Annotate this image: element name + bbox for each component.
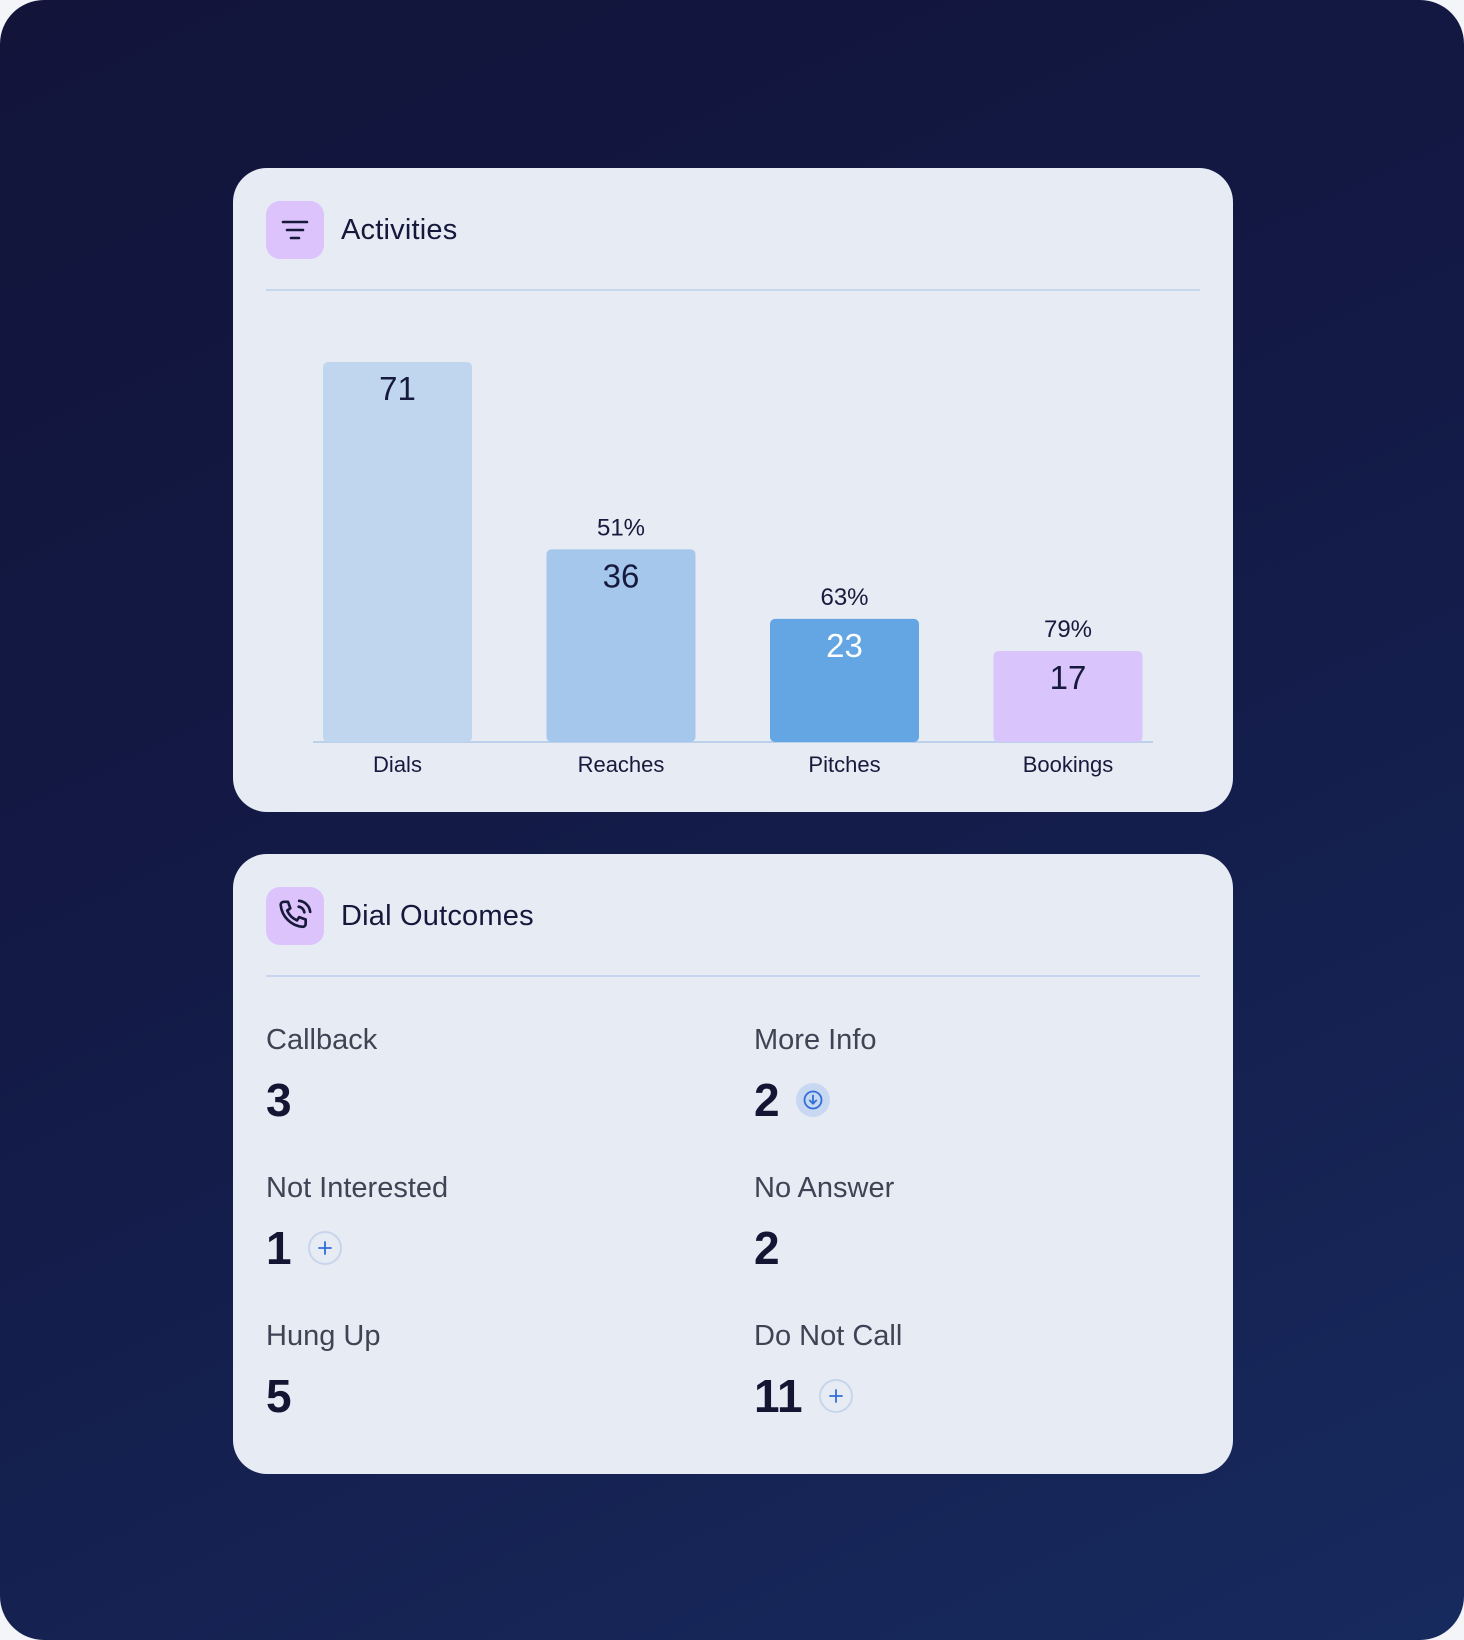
category-label-dials: Dials: [373, 752, 422, 777]
category-label-reaches: Reaches: [578, 752, 665, 777]
activities-header: Activities: [266, 201, 1200, 259]
outcome-label: Do Not Call: [754, 1320, 903, 1352]
bar-conversion-bookings: 79%: [1044, 616, 1092, 643]
bar-reaches: [546, 549, 696, 742]
filter-lines-icon: [266, 201, 324, 259]
outcome-value: 2: [754, 1222, 780, 1274]
arrow-down-circle-icon[interactable]: [795, 1083, 830, 1117]
outcomes-divider: [266, 975, 1200, 977]
activities-card: Activities 71 Dials 36 51% Reaches 23 63% Pitch…: [233, 168, 1233, 812]
dial-outcomes-card: Dial Outcomes Callback 3 More Info 2: [233, 854, 1233, 1474]
outcomes-header: Dial Outcomes: [266, 887, 1200, 945]
outcome-more-info: More Info 2: [754, 1024, 1194, 1134]
activities-title: Activities: [341, 213, 458, 246]
outcome-label: Hung Up: [266, 1320, 381, 1352]
category-label-pitches: Pitches: [808, 752, 880, 777]
outcome-label: No Answer: [754, 1172, 895, 1204]
activities-bar-chart: 71 Dials 36 51% Reaches 23 63% Pitches 17 79% Book…: [313, 362, 1153, 777]
outcome-value: 3: [266, 1074, 292, 1126]
outcome-label: Not Interested: [266, 1172, 449, 1204]
plus-icon[interactable]: [818, 1379, 853, 1413]
bar-dials: [323, 362, 472, 742]
outcome-label: Callback: [266, 1024, 378, 1056]
outcome-value: 2: [754, 1074, 780, 1126]
outcomes-title: Dial Outcomes: [341, 899, 534, 932]
outcome-not-interested: Not Interested 1: [266, 1172, 706, 1282]
bar-pitches: [770, 618, 919, 742]
category-label-bookings: Bookings: [1023, 752, 1114, 777]
activities-divider: [266, 289, 1200, 291]
outcome-callback: Callback 3: [266, 1024, 706, 1134]
bar-value-dials: 71: [379, 370, 416, 407]
bar-conversion-reaches: 51%: [597, 514, 645, 541]
outcome-value: 5: [266, 1370, 292, 1422]
bar-bookings: [993, 651, 1143, 742]
phone-ringing-icon: [266, 887, 324, 945]
outcome-no-answer: No Answer 2: [754, 1172, 1194, 1282]
bar-value-reaches: 36: [603, 557, 640, 594]
outcome-hung-up: Hung Up 5: [266, 1320, 706, 1430]
plus-icon[interactable]: [307, 1231, 342, 1265]
outcome-value: 1: [266, 1222, 292, 1274]
bar-conversion-pitches: 63%: [820, 584, 868, 611]
outcome-do-not-call: Do Not Call 11: [754, 1320, 1194, 1430]
outcome-label: More Info: [754, 1024, 877, 1056]
bar-value-pitches: 23: [826, 627, 863, 664]
bar-value-bookings: 17: [1050, 659, 1087, 696]
outcome-value: 11: [754, 1370, 803, 1422]
